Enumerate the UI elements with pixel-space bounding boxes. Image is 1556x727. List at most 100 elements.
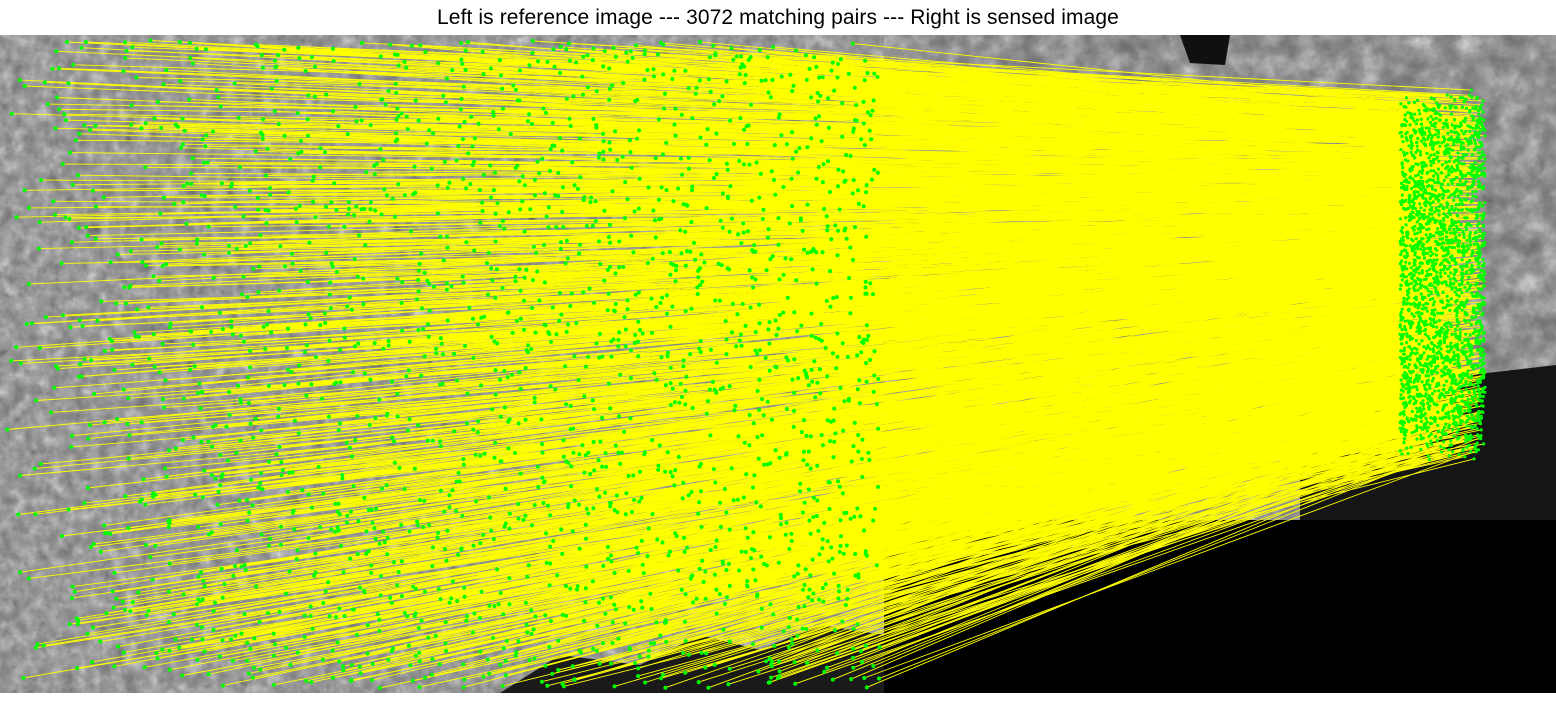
sensed-keypoint [1460,390,1464,394]
reference-keypoint [656,197,661,202]
reference-keypoint [112,570,117,575]
reference-keypoint [272,109,277,114]
sensed-keypoint [1428,197,1432,201]
reference-keypoint [558,71,563,75]
reference-keypoint [258,481,263,485]
sensed-keypoint [1455,324,1459,328]
reference-keypoint [362,371,367,376]
reference-keypoint [683,670,688,675]
reference-keypoint [163,378,168,383]
sensed-keypoint [1468,239,1472,243]
sensed-keypoint [1477,156,1481,160]
reference-keypoint [513,87,518,92]
reference-keypoint [511,83,516,88]
reference-keypoint [481,674,486,679]
reference-keypoint [774,333,779,337]
reference-keypoint [365,651,370,656]
reference-keypoint [787,547,792,551]
reference-keypoint [842,399,847,404]
reference-keypoint [55,95,59,100]
reference-keypoint [180,673,185,678]
reference-keypoint [211,609,216,613]
reference-keypoint [161,397,166,402]
reference-keypoint [739,241,744,246]
reference-keypoint [850,41,855,46]
reference-keypoint [742,81,747,86]
reference-keypoint [568,304,573,308]
reference-keypoint [601,64,606,69]
reference-keypoint [70,182,75,187]
reference-keypoint [239,631,244,636]
reference-keypoint [502,369,507,373]
reference-keypoint [817,114,821,119]
reference-keypoint [831,455,836,460]
sensed-keypoint [1474,230,1478,234]
reference-keypoint [663,685,668,690]
reference-keypoint [464,618,469,623]
sensed-keypoint [1474,195,1478,199]
sensed-keypoint [1425,379,1429,383]
reference-keypoint [817,552,822,557]
reference-keypoint [730,301,735,306]
sensed-keypoint [1431,158,1436,162]
reference-keypoint [402,193,407,198]
reference-keypoint [670,474,675,479]
reference-keypoint [468,182,473,187]
reference-keypoint [814,514,819,518]
sensed-keypoint [1457,233,1461,237]
reference-keypoint [672,400,677,405]
reference-keypoint [590,223,595,228]
reference-keypoint [86,436,91,441]
reference-keypoint [337,659,342,664]
reference-keypoint [621,81,626,85]
reference-keypoint [578,175,583,180]
reference-keypoint [503,659,508,663]
sensed-keypoint [1437,389,1441,393]
reference-keypoint [70,240,74,245]
reference-keypoint [522,229,527,234]
reference-keypoint [864,361,869,365]
reference-keypoint [628,416,633,421]
reference-keypoint [247,188,252,193]
reference-keypoint [55,366,60,371]
reference-keypoint [693,91,698,96]
reference-keypoint [745,229,750,234]
reference-keypoint [532,503,537,508]
reference-keypoint [274,79,279,83]
reference-keypoint [596,155,601,160]
reference-keypoint [623,344,628,349]
reference-keypoint [256,485,261,490]
reference-keypoint [329,527,334,532]
reference-keypoint [777,277,782,282]
reference-keypoint [252,636,257,641]
reference-keypoint [726,682,731,687]
reference-keypoint [206,672,211,677]
sensed-keypoint [1476,206,1480,210]
reference-keypoint [384,193,389,198]
reference-keypoint [833,223,838,228]
reference-keypoint [838,518,843,523]
reference-keypoint [449,596,454,601]
reference-keypoint [298,269,303,273]
reference-keypoint [564,584,569,588]
reference-keypoint [108,260,113,265]
reference-keypoint [195,391,200,396]
reference-keypoint [826,559,831,564]
reference-keypoint [636,206,641,211]
reference-keypoint [718,218,723,223]
reference-keypoint [151,332,156,337]
reference-keypoint [569,484,574,489]
reference-keypoint [548,169,552,173]
reference-keypoint [331,109,336,114]
reference-keypoint [190,156,195,161]
reference-keypoint [555,573,560,578]
sensed-keypoint [1400,342,1404,346]
reference-keypoint [866,334,871,338]
reference-keypoint [201,578,206,583]
reference-keypoint [597,661,602,666]
sensed-keypoint [1438,334,1442,338]
reference-keypoint [567,116,572,121]
reference-keypoint [693,257,698,262]
reference-keypoint [9,358,14,363]
sensed-keypoint [1471,118,1475,122]
